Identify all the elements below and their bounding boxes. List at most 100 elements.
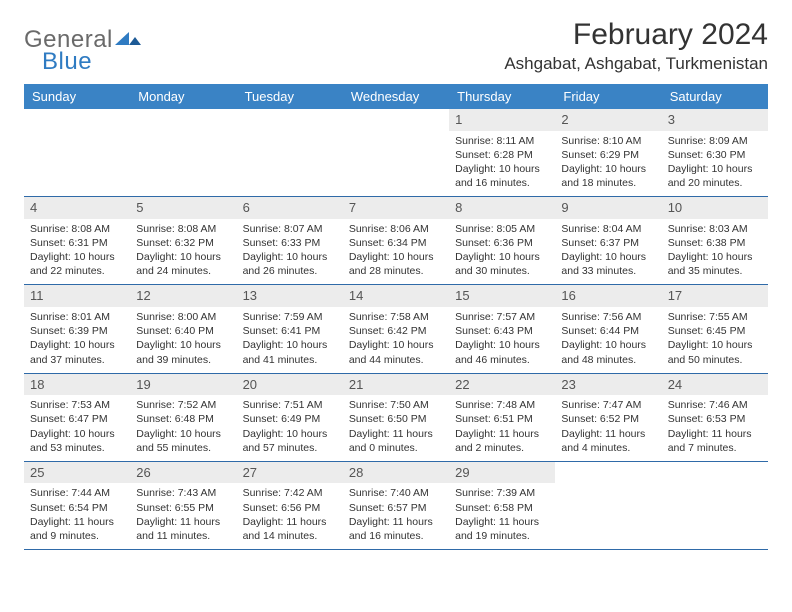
day-info: Sunrise: 8:09 AMSunset: 6:30 PMDaylight:… xyxy=(668,134,762,191)
calendar-day-cell: 6Sunrise: 8:07 AMSunset: 6:33 PMDaylight… xyxy=(237,197,343,285)
day-info: Sunrise: 8:03 AMSunset: 6:38 PMDaylight:… xyxy=(668,222,762,279)
calendar-day-cell: 11 Sunrise: 8:01 AMSunset: 6:39 PMDayligh… xyxy=(24,285,130,373)
day-header: Sunday xyxy=(24,84,130,109)
day-number: 21 xyxy=(343,374,449,396)
calendar-day-cell: 14 Sunrise: 7:58 AMSunset: 6:42 PMDayligh… xyxy=(343,285,449,373)
calendar-week-row: 4Sunrise: 8:08 AMSunset: 6:31 PMDaylight… xyxy=(24,197,768,285)
day-info: Sunrise: 8:11 AMSunset: 6:28 PMDaylight:… xyxy=(455,134,549,191)
calendar-day-cell: 5 Sunrise: 8:08 AMSunset: 6:32 PMDaylight… xyxy=(130,197,236,285)
day-info: Sunrise: 8:10 AMSunset: 6:29 PMDaylight:… xyxy=(561,134,655,191)
calendar-day-cell xyxy=(555,461,661,549)
calendar-day-cell: 12 Sunrise: 8:00 AMSunset: 6:40 PMDayligh… xyxy=(130,285,236,373)
calendar-day-cell: 29Sunrise: 7:39 AMSunset: 6:58 PMDayligh… xyxy=(449,461,555,549)
calendar-day-cell: 2 Sunrise: 8:10 AMSunset: 6:29 PMDaylight… xyxy=(555,109,661,197)
calendar-day-cell: 1 Sunrise: 8:11 AMSunset: 6:28 PMDaylight… xyxy=(449,109,555,197)
calendar-day-cell xyxy=(237,109,343,197)
day-number: 2 xyxy=(555,109,661,131)
day-number: 24 xyxy=(662,374,768,396)
day-number: 9 xyxy=(555,197,661,219)
day-info: Sunrise: 7:40 AMSunset: 6:57 PMDaylight:… xyxy=(349,486,443,543)
day-number: 13 xyxy=(237,285,343,307)
day-info: Sunrise: 7:59 AMSunset: 6:41 PMDaylight:… xyxy=(243,310,337,367)
day-number: 22 xyxy=(449,374,555,396)
calendar-day-cell: 25Sunrise: 7:44 AMSunset: 6:54 PMDayligh… xyxy=(24,461,130,549)
calendar-body: 1 Sunrise: 8:11 AMSunset: 6:28 PMDaylight… xyxy=(24,109,768,550)
day-header: Wednesday xyxy=(343,84,449,109)
day-number: 5 xyxy=(130,197,236,219)
calendar-day-cell: 28Sunrise: 7:40 AMSunset: 6:57 PMDayligh… xyxy=(343,461,449,549)
day-number: 28 xyxy=(343,462,449,484)
month-title: February 2024 xyxy=(504,18,768,52)
calendar-week-row: 25Sunrise: 7:44 AMSunset: 6:54 PMDayligh… xyxy=(24,461,768,549)
day-number: 10 xyxy=(662,197,768,219)
header: General Blue February 2024 Ashgabat, Ash… xyxy=(24,18,768,76)
calendar-day-cell: 15Sunrise: 7:57 AMSunset: 6:43 PMDayligh… xyxy=(449,285,555,373)
day-info: Sunrise: 7:46 AMSunset: 6:53 PMDaylight:… xyxy=(668,398,762,455)
day-info: Sunrise: 7:50 AMSunset: 6:50 PMDaylight:… xyxy=(349,398,443,455)
calendar-day-cell xyxy=(343,109,449,197)
calendar-week-row: 1 Sunrise: 8:11 AMSunset: 6:28 PMDaylight… xyxy=(24,109,768,197)
calendar-day-cell: 23Sunrise: 7:47 AMSunset: 6:52 PMDayligh… xyxy=(555,373,661,461)
day-info: Sunrise: 7:55 AMSunset: 6:45 PMDaylight:… xyxy=(668,310,762,367)
calendar-day-cell: 19Sunrise: 7:52 AMSunset: 6:48 PMDayligh… xyxy=(130,373,236,461)
day-number: 8 xyxy=(449,197,555,219)
calendar-day-cell: 21Sunrise: 7:50 AMSunset: 6:50 PMDayligh… xyxy=(343,373,449,461)
calendar-day-cell: 24Sunrise: 7:46 AMSunset: 6:53 PMDayligh… xyxy=(662,373,768,461)
day-info: Sunrise: 8:06 AMSunset: 6:34 PMDaylight:… xyxy=(349,222,443,279)
day-header: Friday xyxy=(555,84,661,109)
day-info: Sunrise: 7:58 AMSunset: 6:42 PMDaylight:… xyxy=(349,310,443,367)
day-header: Thursday xyxy=(449,84,555,109)
day-info: Sunrise: 8:05 AMSunset: 6:36 PMDaylight:… xyxy=(455,222,549,279)
day-info: Sunrise: 7:52 AMSunset: 6:48 PMDaylight:… xyxy=(136,398,230,455)
day-info: Sunrise: 7:48 AMSunset: 6:51 PMDaylight:… xyxy=(455,398,549,455)
day-number: 7 xyxy=(343,197,449,219)
day-header: Monday xyxy=(130,84,236,109)
day-info: Sunrise: 7:44 AMSunset: 6:54 PMDaylight:… xyxy=(30,486,124,543)
day-header-row: SundayMondayTuesdayWednesdayThursdayFrid… xyxy=(24,84,768,109)
calendar-day-cell: 18Sunrise: 7:53 AMSunset: 6:47 PMDayligh… xyxy=(24,373,130,461)
day-number: 3 xyxy=(662,109,768,131)
day-info: Sunrise: 8:04 AMSunset: 6:37 PMDaylight:… xyxy=(561,222,655,279)
calendar-day-cell: 7 Sunrise: 8:06 AMSunset: 6:34 PMDaylight… xyxy=(343,197,449,285)
day-info: Sunrise: 7:42 AMSunset: 6:56 PMDaylight:… xyxy=(243,486,337,543)
day-number: 20 xyxy=(237,374,343,396)
calendar-day-cell: 22Sunrise: 7:48 AMSunset: 6:51 PMDayligh… xyxy=(449,373,555,461)
day-number: 19 xyxy=(130,374,236,396)
calendar-day-cell xyxy=(130,109,236,197)
calendar-week-row: 11 Sunrise: 8:01 AMSunset: 6:39 PMDayligh… xyxy=(24,285,768,373)
calendar-day-cell: 20Sunrise: 7:51 AMSunset: 6:49 PMDayligh… xyxy=(237,373,343,461)
day-number: 15 xyxy=(449,285,555,307)
day-number: 12 xyxy=(130,285,236,307)
day-number: 16 xyxy=(555,285,661,307)
calendar-day-cell: 27Sunrise: 7:42 AMSunset: 6:56 PMDayligh… xyxy=(237,461,343,549)
day-info: Sunrise: 8:08 AMSunset: 6:32 PMDaylight:… xyxy=(136,222,230,279)
day-number: 6 xyxy=(237,197,343,219)
title-block: February 2024 Ashgabat, Ashgabat, Turkme… xyxy=(504,18,768,74)
day-number: 23 xyxy=(555,374,661,396)
day-number: 25 xyxy=(24,462,130,484)
day-info: Sunrise: 7:39 AMSunset: 6:58 PMDaylight:… xyxy=(455,486,549,543)
day-info: Sunrise: 8:00 AMSunset: 6:40 PMDaylight:… xyxy=(136,310,230,367)
day-number: 1 xyxy=(449,109,555,131)
calendar-day-cell: 17Sunrise: 7:55 AMSunset: 6:45 PMDayligh… xyxy=(662,285,768,373)
day-info: Sunrise: 7:56 AMSunset: 6:44 PMDaylight:… xyxy=(561,310,655,367)
day-info: Sunrise: 7:43 AMSunset: 6:55 PMDaylight:… xyxy=(136,486,230,543)
day-info: Sunrise: 7:53 AMSunset: 6:47 PMDaylight:… xyxy=(30,398,124,455)
calendar-day-cell: 26Sunrise: 7:43 AMSunset: 6:55 PMDayligh… xyxy=(130,461,236,549)
day-info: Sunrise: 8:01 AMSunset: 6:39 PMDaylight:… xyxy=(30,310,124,367)
calendar-day-cell: 8 Sunrise: 8:05 AMSunset: 6:36 PMDaylight… xyxy=(449,197,555,285)
day-number: 27 xyxy=(237,462,343,484)
calendar-table: SundayMondayTuesdayWednesdayThursdayFrid… xyxy=(24,84,768,550)
day-header: Saturday xyxy=(662,84,768,109)
day-info: Sunrise: 8:08 AMSunset: 6:31 PMDaylight:… xyxy=(30,222,124,279)
day-header: Tuesday xyxy=(237,84,343,109)
calendar-day-cell: 9 Sunrise: 8:04 AMSunset: 6:37 PMDaylight… xyxy=(555,197,661,285)
calendar-day-cell: 10 Sunrise: 8:03 AMSunset: 6:38 PMDayligh… xyxy=(662,197,768,285)
calendar-day-cell: 3 Sunrise: 8:09 AMSunset: 6:30 PMDaylight… xyxy=(662,109,768,197)
day-number: 18 xyxy=(24,374,130,396)
day-number: 29 xyxy=(449,462,555,484)
calendar-day-cell: 16 Sunrise: 7:56 AMSunset: 6:44 PMDayligh… xyxy=(555,285,661,373)
day-number: 14 xyxy=(343,285,449,307)
day-number: 11 xyxy=(24,285,130,307)
location: Ashgabat, Ashgabat, Turkmenistan xyxy=(504,54,768,74)
